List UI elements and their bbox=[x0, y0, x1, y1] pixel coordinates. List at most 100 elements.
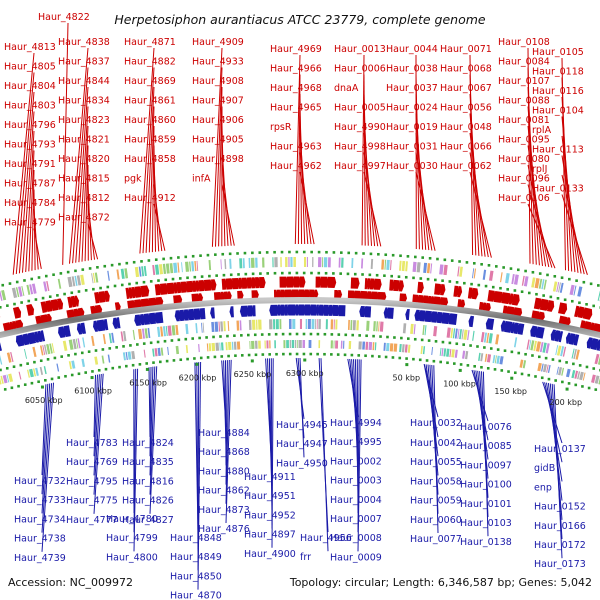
scale-tick-mark bbox=[90, 376, 94, 380]
gene-label-bottom: Haur_0103 bbox=[460, 518, 512, 529]
gene-feature bbox=[279, 276, 289, 288]
track-dot bbox=[288, 271, 291, 275]
feature-block bbox=[143, 265, 147, 277]
feature-block bbox=[208, 343, 212, 352]
gene-label-top: Haur_0113 bbox=[532, 145, 584, 156]
track-dot bbox=[491, 285, 495, 289]
feature-block bbox=[327, 257, 331, 268]
track-dot bbox=[480, 365, 483, 369]
feature-block bbox=[412, 261, 417, 273]
gene-label-top: Haur_4787 bbox=[4, 179, 56, 190]
feature-block bbox=[46, 280, 50, 292]
track-dot bbox=[113, 284, 117, 288]
track-dot bbox=[172, 359, 176, 362]
gene-feature bbox=[148, 297, 157, 308]
feature-block bbox=[224, 259, 227, 270]
feature-block bbox=[547, 364, 551, 374]
feature-block bbox=[74, 275, 78, 286]
gene-feature bbox=[320, 276, 329, 288]
gene-label-bottom: Haur_4862 bbox=[198, 486, 250, 497]
feature-block bbox=[483, 332, 488, 343]
connector-line-top bbox=[84, 145, 89, 262]
track-dot bbox=[184, 255, 188, 259]
connector-line-bottom bbox=[225, 359, 232, 524]
connector-line-bottom bbox=[149, 366, 154, 476]
feature-block bbox=[338, 257, 341, 268]
track-dot bbox=[484, 284, 488, 288]
gene-feature bbox=[565, 332, 571, 344]
gene-feature bbox=[166, 282, 175, 295]
connector-line-bottom bbox=[93, 374, 100, 476]
gene-feature bbox=[414, 309, 420, 322]
feature-block bbox=[574, 370, 579, 379]
track-dot bbox=[507, 370, 510, 373]
track-dot bbox=[138, 363, 142, 366]
track-dot bbox=[295, 352, 299, 356]
feature-block bbox=[431, 346, 434, 356]
feature-block bbox=[94, 272, 99, 283]
feature-block bbox=[255, 257, 258, 268]
gene-label-bottom: Haur_0166 bbox=[534, 521, 586, 532]
gene-feature bbox=[198, 280, 206, 292]
track-dot bbox=[106, 285, 110, 289]
track-dot bbox=[178, 277, 182, 280]
feature-block bbox=[459, 266, 463, 277]
track-dot bbox=[310, 271, 313, 275]
feature-block bbox=[242, 258, 245, 269]
track-dot bbox=[551, 358, 555, 361]
gene-label-top: Haur_4859 bbox=[124, 135, 176, 146]
gene-feature bbox=[251, 290, 259, 300]
track-dot bbox=[448, 341, 452, 345]
feature-block bbox=[248, 257, 251, 268]
gene-label-bottom: Haur_0007 bbox=[330, 514, 382, 525]
gene-feature bbox=[506, 306, 515, 316]
track-dot bbox=[94, 349, 98, 352]
gene-feature bbox=[178, 309, 185, 322]
feature-block bbox=[91, 273, 94, 284]
track-dot bbox=[1, 283, 5, 287]
track-dot bbox=[208, 274, 211, 278]
track-dot bbox=[527, 373, 531, 377]
gene-feature bbox=[269, 304, 278, 316]
gene-feature bbox=[577, 306, 585, 319]
figure-title: Herpetosiphon aurantiacus ATCC 23779, co… bbox=[114, 12, 486, 27]
gene-label-top: Haur_4898 bbox=[192, 154, 244, 165]
gene-label-bottom: Haur_4897 bbox=[244, 530, 296, 541]
feature-block bbox=[399, 260, 402, 271]
feature-block bbox=[21, 286, 25, 297]
feature-block bbox=[201, 322, 203, 333]
gene-label-top: Haur_0037 bbox=[386, 83, 438, 94]
track-dot bbox=[540, 376, 544, 380]
gene-label-bottom: Haur_0085 bbox=[460, 441, 512, 452]
connector-line-bottom bbox=[133, 368, 139, 552]
gene-label-top: Haur_4861 bbox=[124, 96, 176, 107]
connector-line-top bbox=[87, 203, 95, 260]
connector-line-top bbox=[299, 113, 306, 245]
gene-label-top: Haur_0024 bbox=[386, 103, 438, 114]
track-dot bbox=[215, 274, 218, 277]
track-dot bbox=[420, 338, 424, 342]
track-dot bbox=[115, 346, 118, 349]
gene-feature bbox=[63, 325, 71, 337]
feature-block bbox=[167, 325, 172, 336]
feature-block bbox=[239, 258, 243, 269]
track-dot bbox=[122, 345, 125, 348]
gene-label-bottom: Haur_4870 bbox=[170, 591, 222, 600]
feature-block bbox=[322, 257, 324, 268]
track-dot bbox=[44, 274, 48, 278]
feature-block bbox=[15, 287, 20, 298]
track-dot bbox=[323, 332, 327, 336]
gene-feature bbox=[210, 307, 215, 319]
feature-block bbox=[358, 341, 362, 350]
gene-feature bbox=[96, 319, 106, 332]
feature-block bbox=[373, 321, 376, 332]
feature-block bbox=[29, 284, 34, 295]
gene-label-bottom: Haur_4873 bbox=[198, 505, 250, 516]
track-dot bbox=[302, 271, 306, 275]
feature-block bbox=[122, 330, 127, 342]
track-dot bbox=[258, 251, 262, 254]
gene-feature bbox=[241, 277, 249, 289]
feature-block bbox=[561, 367, 565, 376]
gene-feature bbox=[40, 330, 46, 342]
feature-block bbox=[454, 349, 458, 358]
